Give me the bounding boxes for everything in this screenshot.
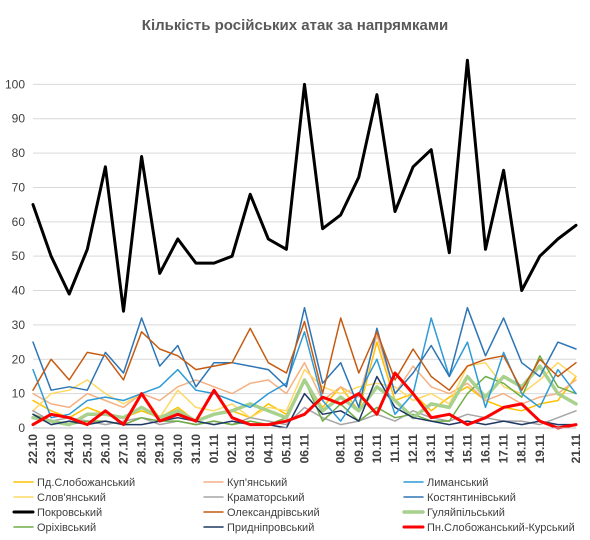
- x-tick-label: 14.11: [442, 434, 456, 464]
- x-tick-label: 12.11: [406, 434, 420, 464]
- legend-label: Лиманський: [427, 477, 488, 489]
- x-tick-label: 29.10: [153, 434, 167, 464]
- chart-title: Кількість російських атак за напрямками: [142, 17, 448, 34]
- y-axis-ticks: 0 10 20 30 40 50 60 70 80 90 100: [5, 77, 25, 435]
- legend-item: Пн.Слобожанський-Курський: [402, 522, 575, 534]
- series-line-7: [32, 317, 577, 395]
- y-tick-label: 70: [12, 180, 26, 194]
- x-tick-label: 13.11: [424, 434, 438, 464]
- legend-label: Слов'янський: [37, 492, 106, 504]
- x-tick-label: 27.10: [117, 434, 131, 464]
- legend-label: Олександрівський: [227, 507, 320, 519]
- legend-item: Оріхівський: [13, 522, 96, 534]
- x-tick-label: 02.11: [225, 434, 239, 464]
- gridlines: [33, 83, 576, 395]
- x-tick-label: 04.11: [261, 434, 275, 464]
- legend-item: Слов'янський: [13, 492, 106, 504]
- x-tick-label: 26.10: [98, 434, 112, 464]
- legend-item: Костянтинівський: [403, 492, 516, 504]
- legend-label: Куп'янський: [227, 477, 287, 489]
- x-tick-label: 11.11: [388, 434, 402, 463]
- series-line-2: [32, 317, 577, 422]
- legend-label: Краматорський: [227, 492, 305, 504]
- series-line-8: [31, 364, 578, 427]
- series-lines: [31, 58, 578, 430]
- series-line-5: [32, 306, 577, 409]
- legend-label: Пд.Слобожанський: [37, 477, 135, 489]
- x-tick-label: 03.11: [243, 434, 257, 464]
- legend-label: Покровський: [37, 507, 102, 519]
- x-tick-label: 30.10: [171, 434, 185, 464]
- legend-item: Лиманський: [403, 477, 488, 489]
- x-tick-label: 15.11: [460, 434, 474, 464]
- legend: Пд.Слобожанський Куп'янський Лиманський Сло…: [12, 477, 575, 534]
- legend-label: Гуляйпільський: [427, 507, 505, 519]
- legend-label: Придніпровський: [227, 522, 314, 534]
- series-line-11: [31, 371, 578, 430]
- y-tick-label: 100: [5, 77, 25, 91]
- x-tick-label: 19.11: [533, 434, 547, 464]
- x-tick-label: 09.11: [352, 434, 366, 464]
- x-tick-label: 23.10: [44, 434, 58, 464]
- x-axis-ticks: 22.10 23.10 24.10 25.10 26.10 27.10 28.10 29.10…: [26, 434, 583, 464]
- x-tick-label: 17.11: [497, 434, 511, 464]
- y-tick-label: 50: [12, 249, 26, 263]
- x-tick-label: 25.10: [80, 434, 94, 464]
- y-tick-label: 60: [12, 215, 26, 229]
- legend-item: Покровський: [12, 507, 102, 519]
- y-tick-label: 40: [12, 284, 26, 298]
- y-tick-label: 20: [12, 352, 26, 366]
- legend-item: Гуляйпільський: [402, 507, 505, 519]
- x-tick-label: 10.11: [370, 434, 384, 464]
- series-line-1: [32, 334, 577, 409]
- x-tick-label: 28.10: [135, 434, 149, 464]
- legend-item: Пд.Слобожанський: [13, 477, 135, 489]
- y-tick-label: 80: [12, 146, 26, 160]
- x-tick-label: 18.11: [515, 434, 529, 464]
- series-line-6: [31, 58, 578, 313]
- x-tick-label: 16.11: [479, 434, 493, 464]
- legend-item: Придніпровський: [203, 522, 314, 534]
- x-tick-label: 22.10: [26, 434, 40, 464]
- y-tick-label: 90: [12, 112, 26, 126]
- legend-label: Костянтинівський: [427, 492, 516, 504]
- series-line-3: [32, 361, 577, 419]
- x-tick-label: 24.10: [62, 434, 76, 464]
- legend-label: Оріхівський: [37, 522, 96, 534]
- x-tick-label: 31.10: [189, 434, 203, 464]
- legend-label: Пн.Слобожанський-Курський: [427, 522, 575, 534]
- y-tick-label: 30: [12, 318, 26, 332]
- legend-item: Краматорський: [203, 492, 305, 504]
- legend-item: Олександрівський: [203, 507, 320, 519]
- x-tick-label: 06.11: [298, 434, 312, 464]
- y-tick-label: 10: [12, 387, 26, 401]
- x-tick-label: 21.11: [569, 434, 583, 464]
- x-tick-label: 05.11: [279, 434, 293, 464]
- legend-item: Куп'янський: [203, 477, 287, 489]
- y-tick-label: 0: [18, 421, 25, 435]
- x-tick-label: 01.11: [207, 434, 221, 464]
- x-tick-label: 08.11: [334, 434, 348, 464]
